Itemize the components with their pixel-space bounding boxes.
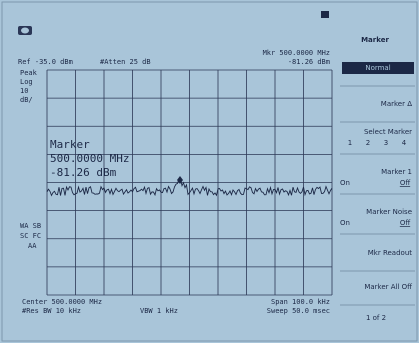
- marker-level: -81.26 dBm: [288, 58, 330, 66]
- softkey-label[interactable]: Marker Δ: [381, 100, 412, 108]
- status: SC FC: [20, 232, 41, 240]
- center-frequency: Center 500.0000 MHz: [22, 298, 102, 306]
- softkey-option[interactable]: 3: [384, 139, 388, 147]
- softkey-option[interactable]: Off: [400, 219, 411, 227]
- scale-value: 10: [20, 87, 28, 95]
- softkey-label[interactable]: Marker Noise: [366, 208, 412, 216]
- marker-frequency: Mkr 500.0000 MHz: [263, 49, 330, 57]
- status: WA SB: [20, 222, 41, 230]
- softkey-menu-title: Marker: [361, 36, 389, 44]
- marker-box-level: -81.26 dBm: [50, 166, 117, 179]
- ref-level: Ref -35.0 dBm: [18, 58, 73, 66]
- attenuation: #Atten 25 dB: [100, 58, 151, 66]
- marker-box-title: Marker: [50, 138, 90, 151]
- softkey-option[interactable]: On: [340, 179, 350, 187]
- resolution-bandwidth: #Res BW 10 kHz: [22, 307, 81, 315]
- softkey-option[interactable]: 2: [366, 139, 370, 147]
- softkey-label[interactable]: Normal: [365, 64, 390, 72]
- detector: Peak: [20, 69, 38, 77]
- marker-box-frequency: 500.0000 MHz: [50, 152, 129, 165]
- softkey-label[interactable]: Marker All Off: [364, 283, 412, 291]
- status: AA: [28, 242, 37, 250]
- sweep-time: Sweep 50.0 msec: [267, 307, 330, 315]
- logo-mark: [21, 28, 29, 34]
- softkey-option[interactable]: Off: [400, 179, 411, 187]
- scale-unit: dB/: [20, 96, 33, 104]
- scale-type: Log: [20, 78, 33, 86]
- softkey-label[interactable]: Marker 1: [381, 168, 412, 176]
- softkey-option[interactable]: 1: [348, 139, 352, 147]
- softkey-option[interactable]: On: [340, 219, 350, 227]
- video-bandwidth: VBW 1 kHz: [140, 307, 178, 315]
- screen: Ref -35.0 dBm #Atten 25 dB Mkr 500.0000 …: [0, 0, 419, 343]
- softkey-label[interactable]: Select Marker: [364, 128, 412, 136]
- softkey-label[interactable]: Mkr Readout: [368, 249, 413, 257]
- softkey-page[interactable]: 1 of 2: [366, 314, 386, 322]
- softkey-option[interactable]: 4: [402, 139, 407, 147]
- span: Span 100.0 kHz: [271, 298, 330, 306]
- status-square: [321, 11, 329, 18]
